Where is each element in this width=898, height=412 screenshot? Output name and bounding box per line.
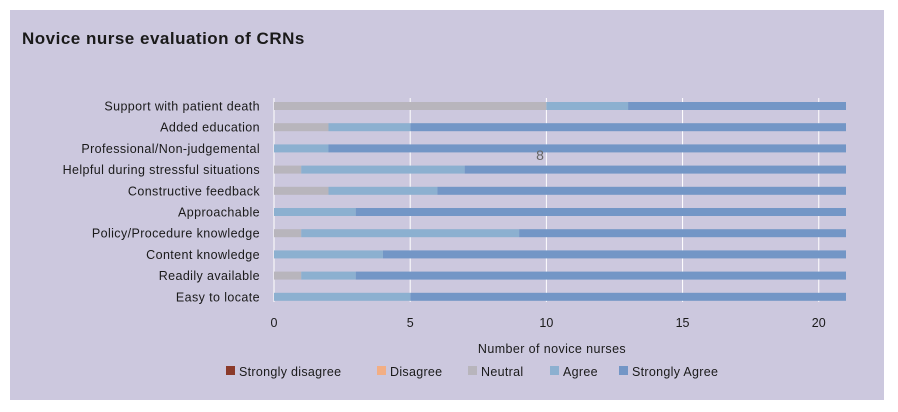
category-label: Professional/Non-judgemental: [81, 142, 260, 156]
x-tick-label: 10: [539, 316, 553, 330]
legend-swatch: [468, 366, 477, 375]
x-tick-label: 20: [812, 316, 826, 330]
legend-label: Agree: [563, 365, 598, 379]
legend-label: Strongly Agree: [632, 365, 718, 379]
category-label: Approachable: [178, 206, 260, 220]
bar-segment: [546, 102, 629, 110]
bar-segment: [301, 229, 520, 238]
legend-swatch: [550, 366, 559, 375]
grid-lines: [273, 98, 820, 302]
category-label: Easy to locate: [176, 290, 260, 304]
legend-label: Neutral: [481, 365, 523, 379]
bar-segment: [464, 165, 846, 174]
category-label: Helpful during stressful situations: [63, 163, 260, 177]
category-labels: Support with patient death Added educatio…: [63, 100, 260, 305]
bar-segment: [328, 144, 846, 153]
bar-segment: [274, 292, 411, 301]
stray-annotation: 8: [536, 147, 544, 163]
category-label: Policy/Procedure knowledge: [92, 227, 260, 241]
legend-label: Disagree: [390, 365, 442, 379]
bar-segment: [410, 292, 846, 301]
x-axis-title: Number of novice nurses: [478, 342, 626, 356]
bar-segment: [328, 186, 438, 195]
bar-segment: [355, 271, 846, 280]
bar-segment: [437, 186, 846, 195]
bar-segment: [274, 208, 356, 216]
category-label: Constructive feedback: [128, 184, 260, 198]
category-label: Readily available: [159, 269, 260, 283]
legend-swatch: [619, 366, 628, 375]
bar-segment: [274, 271, 302, 280]
bar-segment: [274, 165, 302, 174]
legend-swatch: [226, 366, 235, 375]
bars: [274, 102, 846, 301]
bar-segment: [301, 271, 356, 280]
bar-segment: [274, 186, 329, 195]
bar-segment: [519, 229, 846, 238]
bar-segment: [274, 250, 383, 259]
x-tick-labels: 0 5 10 15 20: [271, 316, 826, 330]
x-tick-label: 0: [271, 316, 278, 330]
chart-title: Novice nurse evaluation of CRNs: [22, 29, 305, 48]
bar-segment: [274, 229, 302, 238]
bar-segment: [355, 208, 846, 216]
category-label: Support with patient death: [104, 100, 260, 114]
bar-segment: [410, 123, 846, 132]
x-tick-label: 15: [676, 316, 690, 330]
bar-segment: [274, 144, 329, 153]
chart-panel: Novice nurse evaluation of CRNs Support …: [10, 10, 884, 400]
legend-label: Strongly disagree: [239, 365, 341, 379]
bar-segment: [301, 165, 465, 174]
legend-swatch: [377, 366, 386, 375]
bar-segment: [382, 250, 846, 259]
legend: Strongly disagree Disagree Neutral Agree Str…: [226, 365, 718, 379]
chart-canvas: Novice nurse evaluation of CRNs Support …: [22, 29, 846, 379]
bar-segment: [628, 102, 846, 110]
bar-segment: [328, 123, 411, 132]
x-tick-label: 5: [407, 316, 414, 330]
category-label: Content knowledge: [146, 248, 260, 262]
bar-segment: [274, 102, 547, 110]
category-label: Added education: [160, 121, 260, 135]
bar-segment: [274, 123, 329, 132]
